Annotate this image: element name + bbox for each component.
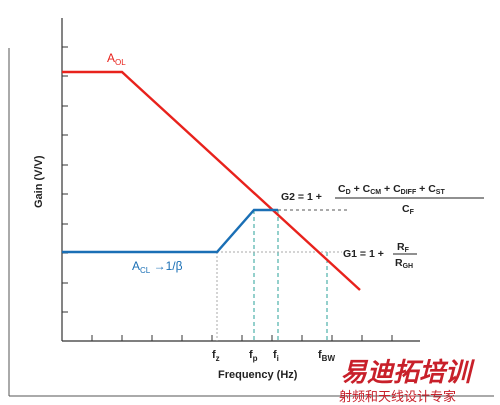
tick-label-fbw: fBW bbox=[318, 349, 335, 363]
g1-numerator: RF bbox=[397, 241, 410, 254]
y-axis-title: Gain (V/V) bbox=[33, 155, 45, 208]
annotation-g1: G1 = 1 + RF RGH bbox=[343, 241, 417, 270]
x-axis-title: Frequency (Hz) bbox=[218, 369, 298, 381]
series-label-aol: AOL bbox=[107, 51, 126, 67]
series-line-aol bbox=[62, 70, 361, 291]
tick-label-fp: fp bbox=[249, 349, 258, 363]
series-line-acl bbox=[62, 208, 278, 254]
guide-lines bbox=[216, 209, 350, 341]
tick-label-fz: fz bbox=[212, 349, 220, 363]
x-axis-ticks bbox=[91, 335, 393, 341]
g2-denominator: CF bbox=[402, 203, 415, 216]
x-tick-labels: fz fp fi fBW bbox=[212, 349, 335, 363]
g2-prefix: G2 = 1 + bbox=[281, 191, 322, 203]
g1-prefix: G1 = 1 + bbox=[343, 248, 384, 260]
series-label-acl: ACL →1/β bbox=[132, 259, 183, 275]
y-axis-ticks bbox=[62, 46, 68, 313]
watermark-sub: 射频和天线设计专家 bbox=[339, 389, 456, 405]
tick-label-fi: fi bbox=[273, 349, 279, 363]
g2-numerator: CD + CCM + CDIFF + CST bbox=[338, 183, 445, 196]
g1-denominator: RGH bbox=[395, 257, 413, 270]
annotation-g2: G2 = 1 + CD + CCM + CDIFF + CST CF bbox=[281, 183, 484, 216]
watermark: 易迪拓培训 射频和天线设计专家 bbox=[339, 358, 475, 405]
watermark-main: 易迪拓培训 bbox=[341, 358, 475, 388]
